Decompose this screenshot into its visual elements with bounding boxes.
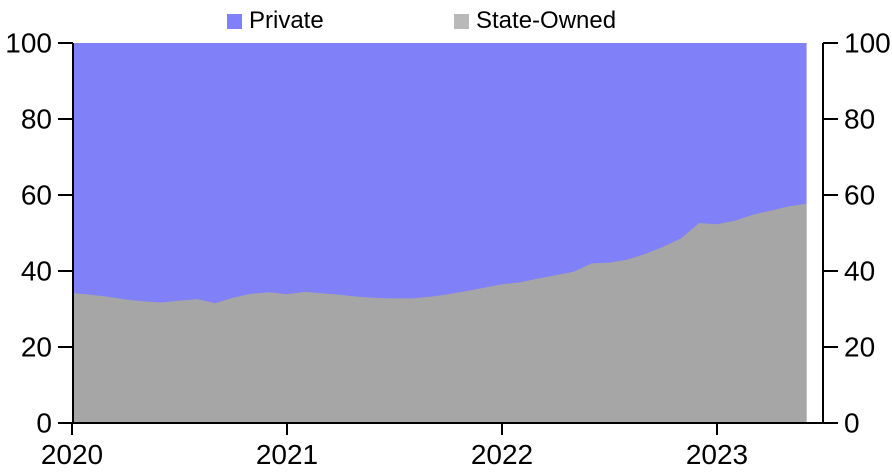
x-tick-label: 2023 (686, 439, 748, 470)
y-tick-label-left: 80 (21, 104, 52, 135)
state-owned-area-series (72, 203, 807, 423)
x-tick-label: 2022 (471, 439, 533, 470)
y-tick-label-left: 100 (5, 28, 52, 59)
y-tick-label-left: 60 (21, 180, 52, 211)
y-tick-label-left: 20 (21, 332, 52, 363)
legend-label-private: Private (249, 7, 324, 34)
y-tick-label-right: 40 (844, 256, 875, 287)
y-tick-label-left: 0 (36, 408, 52, 439)
y-tick-label-right: 60 (844, 180, 875, 211)
y-tick-label-right: 80 (844, 104, 875, 135)
legend-item-private: Private (227, 9, 324, 33)
y-tick-label-right: 0 (844, 408, 860, 439)
y-tick-label-right: 100 (844, 28, 891, 59)
legend-swatch-private-icon (227, 13, 242, 29)
x-tick-label: 2021 (256, 439, 318, 470)
legend-label-state-owned: State-Owned (476, 7, 617, 34)
x-tick-label: 2020 (41, 439, 103, 470)
legend-item-state-owned: State-Owned (454, 9, 616, 33)
y-tick-label-left: 40 (21, 256, 52, 287)
y-tick-label-right: 20 (844, 332, 875, 363)
legend-swatch-state-owned-icon (454, 13, 469, 29)
